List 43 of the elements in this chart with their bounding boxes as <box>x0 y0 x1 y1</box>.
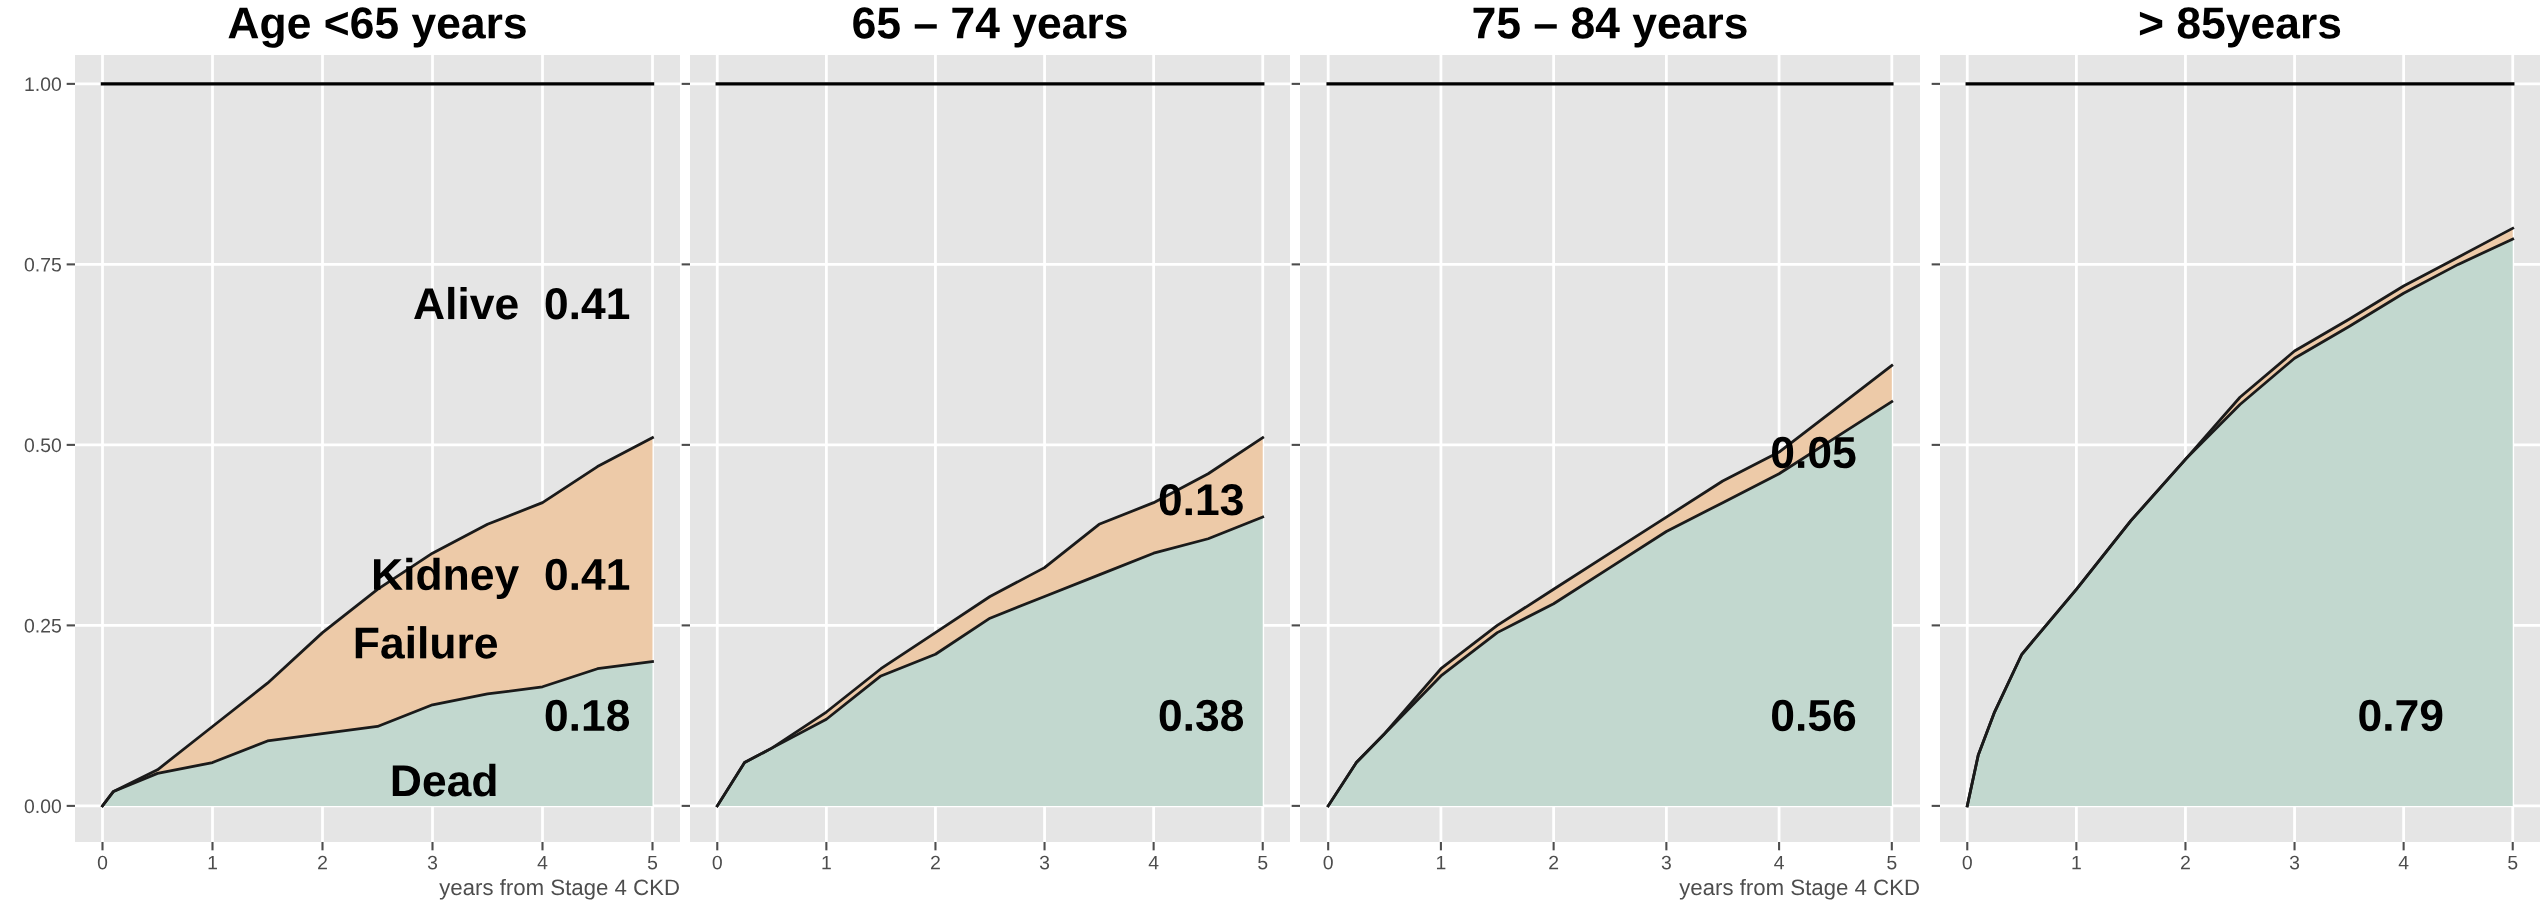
annotation: 0.18 <box>545 699 630 732</box>
chart-title: 65 – 74 years <box>853 7 1127 48</box>
x-tick-label: 3 <box>2289 855 2300 870</box>
annotation: Dead <box>392 763 496 797</box>
chart-title: > 85years <box>2139 7 2341 48</box>
x-tick-label: 1 <box>822 855 831 870</box>
y-tick-label: 1.00 <box>25 77 62 92</box>
x-tick-label: 2 <box>318 855 327 870</box>
x-tick-label: 0 <box>1323 855 1333 870</box>
x-axis-title: years from Stage 4 CKD <box>1679 878 1919 900</box>
annotation: 0.56 <box>1772 699 1856 732</box>
annotation: Alive 0.41 <box>414 286 630 320</box>
annotation: 0.79 <box>2359 699 2443 732</box>
y-tick-label: 0.00 <box>24 799 62 814</box>
x-tick-label: 0 <box>97 855 108 870</box>
x-tick-label: 5 <box>2508 855 2518 870</box>
y-tick-label: 0.25 <box>24 618 61 633</box>
x-tick-label: 0 <box>1962 855 1972 870</box>
x-tick-label: 5 <box>1887 855 1897 870</box>
x-tick-label: 5 <box>647 855 658 870</box>
annotation: 0.13 <box>1159 484 1243 516</box>
y-tick-label: 0.50 <box>24 438 62 453</box>
x-tick-label: 2 <box>2181 855 2190 870</box>
x-tick-label: 4 <box>1774 855 1784 870</box>
x-tick-label: 1 <box>208 855 217 870</box>
x-tick-label: 2 <box>931 855 940 870</box>
x-axis-title: years from Stage 4 CKD <box>439 878 679 900</box>
x-tick-label: 1 <box>2072 855 2081 870</box>
chart-title: Age <65 years <box>228 7 526 48</box>
x-tick-label: 4 <box>1148 855 1159 870</box>
x-tick-label: 4 <box>537 855 548 870</box>
annotation: 0.38 <box>1159 699 1244 732</box>
annotation: Failure <box>355 626 497 659</box>
y-tick-label: 0.75 <box>24 257 61 272</box>
chart-title: 75 – 84 years <box>1473 7 1747 48</box>
x-tick-label: 1 <box>1436 855 1446 870</box>
x-tick-label: 5 <box>1258 855 1268 870</box>
x-tick-label: 3 <box>1661 855 1671 870</box>
x-tick-label: 0 <box>712 855 722 870</box>
x-tick-label: 3 <box>1039 855 1050 870</box>
x-tick-label: 3 <box>427 855 438 870</box>
x-tick-label: 2 <box>1549 855 1559 870</box>
x-tick-label: 4 <box>2398 855 2409 870</box>
